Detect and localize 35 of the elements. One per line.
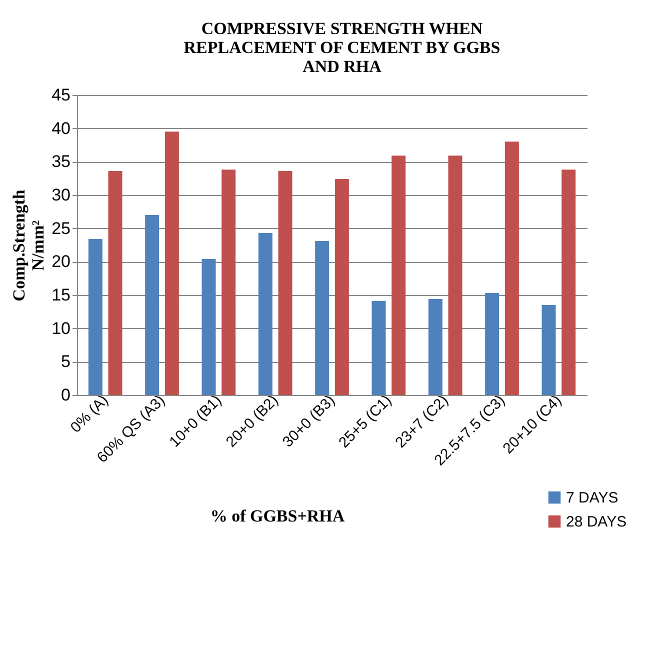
bar — [485, 293, 500, 395]
bar — [448, 156, 462, 395]
bar — [145, 215, 160, 395]
y-tick-label: 25 — [52, 218, 70, 238]
y-tick-label: 30 — [52, 186, 70, 204]
bar — [504, 142, 519, 395]
y-tick-label: 20 — [52, 252, 70, 272]
bar — [278, 171, 292, 395]
text: REPLACEMENT OF CEMENT BY GGBS — [184, 38, 500, 57]
x-axis-title: % of GGBS+RHA — [210, 506, 346, 526]
text: COMPRESSIVE STRENGTH WHEN — [201, 19, 483, 38]
text: AND RHA — [302, 57, 382, 76]
bar — [164, 132, 179, 395]
bar — [334, 179, 349, 395]
bar — [542, 305, 556, 395]
bar — [372, 301, 386, 395]
legend-label: 28 DAYS — [566, 514, 627, 530]
y-tick-label: 15 — [52, 286, 70, 304]
y-tick-label: 35 — [52, 152, 70, 172]
bar — [108, 171, 122, 395]
y-tick-label: 10 — [52, 318, 70, 338]
y-tick-label: 40 — [52, 118, 70, 138]
bar — [202, 259, 216, 395]
bar — [428, 299, 442, 395]
bar — [392, 156, 406, 395]
bar — [562, 170, 576, 395]
bar — [88, 239, 102, 395]
y-axis-title: Comp.Strength N/mm² — [10, 189, 48, 302]
bar — [315, 241, 330, 395]
y-tick-label: 0 — [61, 386, 70, 404]
y-tick-label: 45 — [52, 86, 70, 104]
bar — [222, 170, 236, 395]
bar — [258, 233, 272, 395]
legend-label: 7 DAYS — [566, 490, 618, 506]
y-tick-label: 5 — [61, 352, 70, 372]
